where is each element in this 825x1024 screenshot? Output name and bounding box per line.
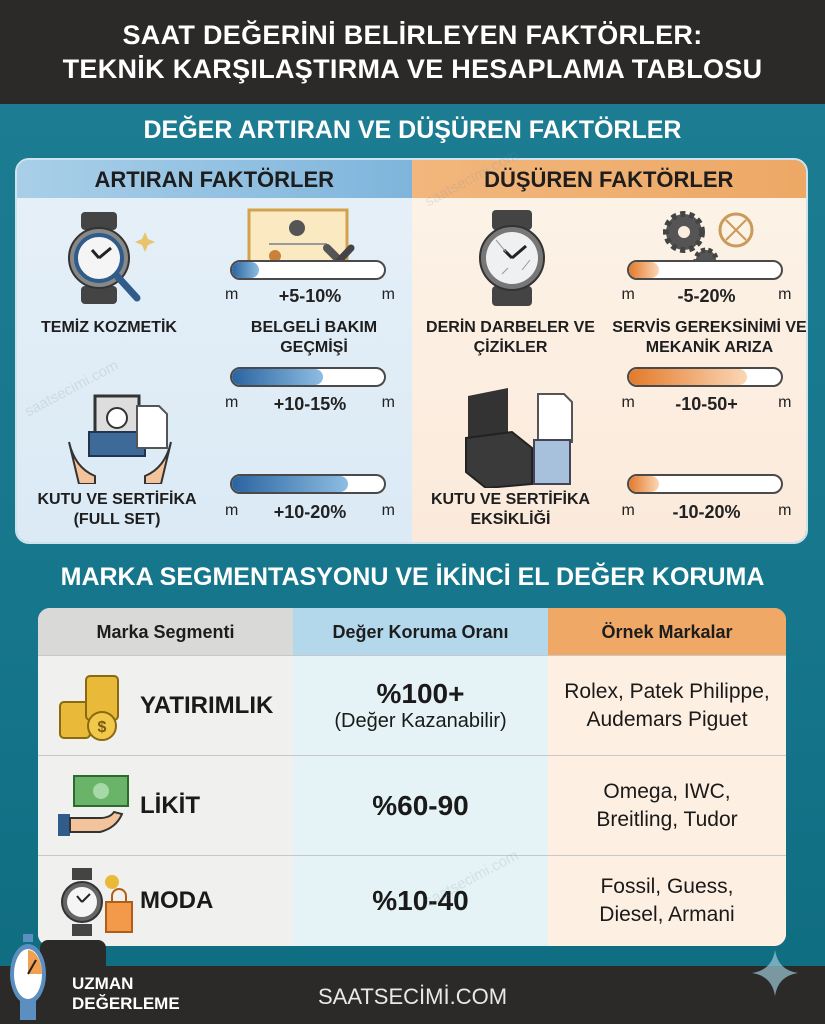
value-row: m -10-20% m	[622, 502, 792, 523]
progress-bar	[626, 367, 783, 387]
unit-label: m	[381, 394, 395, 411]
value-row: m -5-20% m	[622, 286, 792, 307]
value-row: m +10-20% m	[225, 502, 395, 523]
brands-text: Omega, IWC,	[603, 779, 731, 803]
expert-badge: UZMAN DEĞERLEME	[72, 974, 180, 1014]
coins-icon: $	[59, 675, 119, 741]
unit-label: m	[225, 502, 239, 519]
brands-cell: Omega, IWC, Breitling, Tudor	[548, 756, 786, 855]
brands-text: Rolex, Patek Philippe,	[564, 679, 770, 703]
value-label: +5-10%	[278, 286, 342, 306]
factor-label: SERVİS GEREKSİNİMİ VE MEKANİK ARIZA	[612, 319, 807, 356]
title-line-1: SAAT DEĞERİNİ BELİRLEYEN FAKTÖRLER:	[122, 20, 703, 50]
header-brands: Örnek Markalar	[548, 608, 786, 655]
progress-bar	[230, 367, 386, 387]
factor-label: KUTU VE SERTİFİKA EKSİKLİĞİ	[430, 491, 591, 528]
factor-label: TEMİZ KOZMETİK	[41, 319, 177, 336]
rate-value: %60-90	[372, 789, 469, 821]
title-bar: SAAT DEĞERİNİ BELİRLEYEN FAKTÖRLER: TEKN…	[0, 0, 825, 104]
rate-value: %100+	[376, 678, 465, 709]
table-row: LİKİT %60-90 Omega, IWC, Breitling, Tudor	[38, 755, 786, 855]
header-rate: Değer Koruma Oranı	[293, 608, 548, 655]
unit-label: m	[225, 286, 239, 303]
value-label: -10-50+	[675, 394, 738, 414]
value-label: -10-20%	[672, 502, 741, 522]
factor-label: DERİN DARBELER VE ÇİZİKLER	[426, 319, 595, 356]
footer: SAATSECİMİ.COM	[0, 966, 825, 1024]
rate-cell: %10-40	[293, 856, 548, 946]
box-hands-icon	[68, 394, 172, 484]
progress-bar	[626, 260, 783, 280]
rate-cell: %60-90	[293, 756, 548, 855]
badge-tab	[40, 940, 106, 970]
brands-cell: Rolex, Patek Philippe, Audemars Piguet	[548, 656, 786, 755]
bar-fill	[232, 369, 324, 385]
bar-fill	[232, 476, 348, 492]
brands-cell: Fossil, Guess, Diesel, Armani	[548, 856, 786, 946]
watch-bag-icon	[61, 868, 133, 936]
bar-fill	[628, 476, 659, 492]
segment-name: YATIRIMLIK	[140, 691, 274, 719]
factor-label: BELGELİ BAKIM GEÇMİŞİ	[250, 319, 378, 356]
site-name: SAATSECİMİ.COM	[317, 984, 508, 1009]
sparkle-icon	[752, 950, 798, 996]
factors-title: DEĞER ARTIRAN VE DÜŞÜREN FAKTÖRLER	[143, 116, 682, 144]
unit-label: m	[225, 394, 239, 411]
value-label: +10-15%	[273, 394, 347, 414]
unit-label: m	[621, 502, 635, 519]
unit-label: m	[381, 502, 395, 519]
segments-title: MARKA SEGMENTASYONU VE İKİNCİ EL DEĞER K…	[60, 563, 765, 591]
value-row: m +10-15% m	[225, 394, 395, 415]
unit-label: m	[621, 286, 635, 303]
segment-name: MODA	[140, 887, 214, 914]
unit-label: m	[778, 394, 792, 411]
rate-value: %10-40	[372, 885, 469, 916]
unit-label: m	[778, 286, 792, 303]
svg-text:$: $	[98, 719, 107, 736]
empty-box-icon	[464, 388, 573, 488]
badge-line-2: DEĞERLEME	[72, 994, 180, 1013]
unit-label: m	[778, 502, 792, 519]
progress-bar	[230, 474, 386, 494]
table-row: $ YATIRIMLIK %100+ (Değer Kazanabilir) Ro…	[38, 655, 786, 755]
bar-fill	[628, 369, 748, 385]
decreasing-header: DÜŞÜREN FAKTÖRLER	[411, 160, 806, 198]
stopwatch-icon	[10, 934, 46, 1020]
table-row: MODA %10-40 Fossil, Guess, Diesel, Armani	[38, 855, 786, 946]
factor-label: KUTU VE SERTİFİKA (FULL SET)	[37, 491, 197, 528]
value-row: m +5-10% m	[225, 286, 395, 307]
decreasing-factors: DÜŞÜREN FAKTÖRLER DERİN DARBELER VE ÇİZİ…	[411, 160, 807, 542]
header-segment: Marka Segmenti	[38, 608, 293, 655]
brands-text: Fossil, Guess,	[600, 875, 734, 898]
rate-note: (Değer Kazanabilir)	[334, 710, 507, 732]
brands-text: Breitling, Tudor	[596, 807, 738, 831]
increasing-factors: ARTIRAN FAKTÖRLER TEMİZ KOZMETİK BELGELİ…	[17, 160, 412, 542]
factors-panel: ARTIRAN FAKTÖRLER TEMİZ KOZMETİK BELGELİ…	[15, 158, 808, 544]
watch-magnifier-icon	[68, 212, 155, 304]
bar-fill	[628, 262, 659, 278]
progress-bar	[230, 260, 386, 280]
scratched-watch-icon	[478, 210, 545, 306]
unit-label: m	[381, 286, 395, 303]
value-label: -5-20%	[677, 286, 736, 306]
progress-bar	[626, 474, 783, 494]
brands-text: Diesel, Armani	[599, 903, 735, 926]
value-row: m -10-50+ m	[622, 394, 792, 415]
bar-fill	[232, 262, 260, 278]
brands-text: Audemars Piguet	[586, 707, 748, 731]
title-line-2: TEKNİK KARŞILAŞTIRMA VE HESAPLAMA TABLOS…	[62, 54, 763, 84]
column-bg	[548, 655, 786, 946]
column-bg	[293, 655, 548, 946]
badge-line-1: UZMAN	[72, 974, 134, 993]
rate-cell: %100+ (Değer Kazanabilir)	[293, 656, 548, 755]
segment-name: LİKİT	[140, 791, 200, 819]
increasing-header: ARTIRAN FAKTÖRLER	[17, 160, 412, 198]
unit-label: m	[621, 394, 635, 411]
value-label: +10-20%	[273, 502, 347, 522]
cash-hand-icon	[58, 775, 129, 836]
segments-table: Marka Segmenti Değer Koruma Oranı Örnek …	[38, 608, 786, 946]
